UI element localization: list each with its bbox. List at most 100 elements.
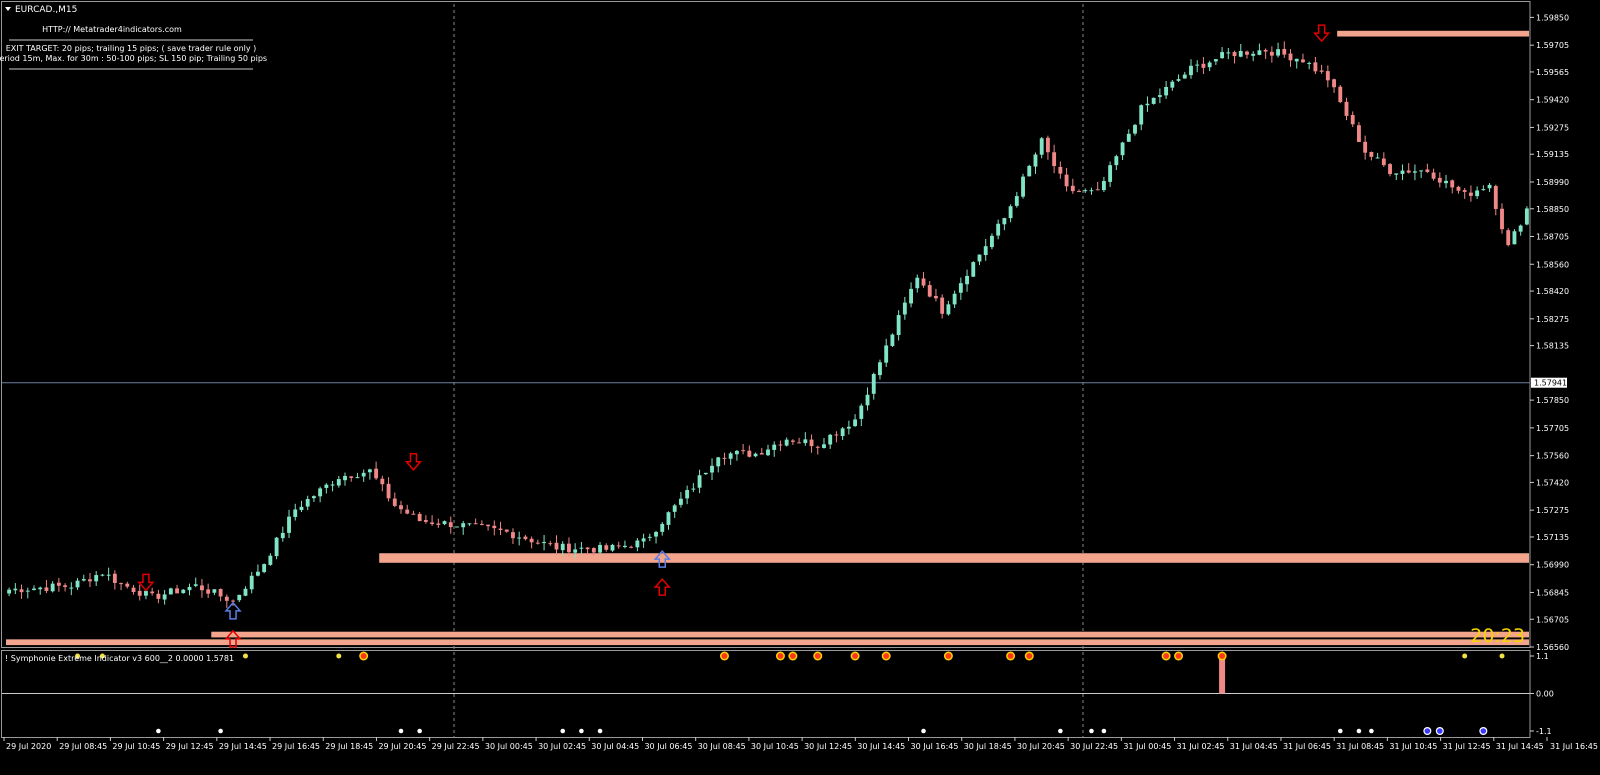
candle-body bbox=[32, 588, 36, 590]
candle bbox=[1120, 141, 1125, 161]
price-tick-label: 1.58560 bbox=[1536, 260, 1569, 269]
candle-body bbox=[405, 509, 410, 514]
price-tick-label: 1.57705 bbox=[1536, 424, 1569, 433]
candle-body bbox=[766, 449, 770, 456]
candle bbox=[1083, 188, 1088, 194]
candle bbox=[119, 582, 124, 591]
candle-body bbox=[716, 457, 721, 467]
candle-body bbox=[946, 304, 951, 315]
price-tick-label: 1.58705 bbox=[1536, 233, 1569, 242]
chart-title-group[interactable]: EURCAD.,M15 bbox=[5, 5, 77, 15]
candle bbox=[1450, 179, 1455, 194]
candle-body bbox=[417, 513, 422, 522]
collapse-triangle-icon[interactable] bbox=[5, 7, 11, 11]
candle-body bbox=[212, 589, 217, 593]
price-tick-label: 1.58420 bbox=[1536, 287, 1569, 296]
candle bbox=[1325, 65, 1330, 88]
candle-body bbox=[1481, 189, 1486, 191]
candle-body bbox=[573, 549, 578, 553]
candle bbox=[797, 437, 802, 444]
candle-body bbox=[249, 575, 254, 590]
candle bbox=[1357, 122, 1361, 143]
candle bbox=[1332, 78, 1336, 93]
buy-signal-arrow-icon bbox=[224, 629, 242, 648]
candle bbox=[131, 584, 136, 595]
candle bbox=[293, 503, 298, 521]
candle-body bbox=[828, 434, 833, 445]
candle bbox=[1319, 64, 1324, 74]
candle bbox=[1021, 173, 1025, 199]
candle bbox=[318, 486, 323, 503]
candle bbox=[647, 533, 652, 542]
candle bbox=[268, 553, 273, 566]
candle-body bbox=[1437, 177, 1442, 183]
candle-body bbox=[1518, 225, 1523, 232]
candle-body bbox=[965, 275, 969, 285]
candle bbox=[1114, 154, 1119, 171]
candle bbox=[573, 543, 578, 559]
price-tick-label: 1.59850 bbox=[1536, 13, 1569, 22]
candle-body bbox=[56, 582, 61, 586]
candle-body bbox=[1412, 171, 1417, 173]
candle-body bbox=[237, 594, 242, 601]
candle-body bbox=[1114, 156, 1119, 166]
candle-body bbox=[448, 522, 453, 528]
candles[interactable] bbox=[7, 41, 1529, 609]
candle bbox=[50, 581, 55, 593]
oscillator-dot bbox=[579, 728, 584, 734]
candle bbox=[7, 587, 12, 597]
candle bbox=[1419, 170, 1424, 178]
candle bbox=[1369, 151, 1374, 161]
candle bbox=[1400, 164, 1405, 181]
candle bbox=[853, 414, 858, 427]
candle-body bbox=[1120, 142, 1125, 156]
candle-body bbox=[759, 453, 764, 455]
candle bbox=[1257, 43, 1262, 56]
candle bbox=[554, 535, 559, 556]
candle-body bbox=[231, 600, 235, 602]
candle-body bbox=[1151, 97, 1156, 104]
candle bbox=[896, 310, 901, 341]
candle bbox=[635, 537, 640, 552]
candle bbox=[977, 254, 982, 266]
candle-body bbox=[1089, 190, 1094, 192]
time-tick-label: 30 Jul 04:45 bbox=[591, 742, 639, 751]
candle bbox=[784, 437, 789, 447]
time-tick-label: 30 Jul 00:45 bbox=[485, 742, 533, 751]
candle bbox=[1064, 167, 1069, 192]
candle-body bbox=[144, 590, 148, 596]
candle-body bbox=[150, 591, 155, 594]
candle-body bbox=[591, 548, 596, 553]
candle bbox=[1456, 185, 1461, 194]
time-tick-label: 31 Jul 08:45 bbox=[1336, 742, 1384, 751]
candle bbox=[1164, 80, 1169, 99]
candle-body bbox=[1357, 125, 1361, 143]
oscillator-dot bbox=[777, 653, 784, 659]
candle-body bbox=[81, 579, 86, 581]
candle bbox=[144, 590, 148, 600]
info-period: Period 15m, Max. for 30m : 50-100 pips; … bbox=[0, 54, 267, 63]
candle-body bbox=[280, 532, 285, 539]
current-price-label: 1.57941 bbox=[1534, 379, 1567, 388]
candle-body bbox=[1444, 180, 1448, 184]
candle-body bbox=[1101, 181, 1106, 191]
oscillator-dot bbox=[156, 728, 161, 734]
candle bbox=[386, 477, 391, 502]
oscillator-dot bbox=[242, 653, 248, 659]
candle bbox=[1052, 144, 1057, 174]
candle-body bbox=[728, 453, 733, 459]
price-zone-2 bbox=[211, 631, 1530, 638]
candle-body bbox=[1506, 230, 1511, 246]
candle-body bbox=[168, 588, 173, 595]
candle-body bbox=[75, 580, 80, 588]
oscillator-dot bbox=[1499, 653, 1505, 659]
candle bbox=[840, 426, 845, 440]
time-tick-label: 31 Jul 04:45 bbox=[1230, 742, 1278, 751]
candle bbox=[479, 520, 484, 526]
candle-body bbox=[181, 589, 186, 594]
candle-body bbox=[206, 589, 211, 594]
candle bbox=[766, 444, 770, 457]
candle bbox=[336, 476, 341, 488]
